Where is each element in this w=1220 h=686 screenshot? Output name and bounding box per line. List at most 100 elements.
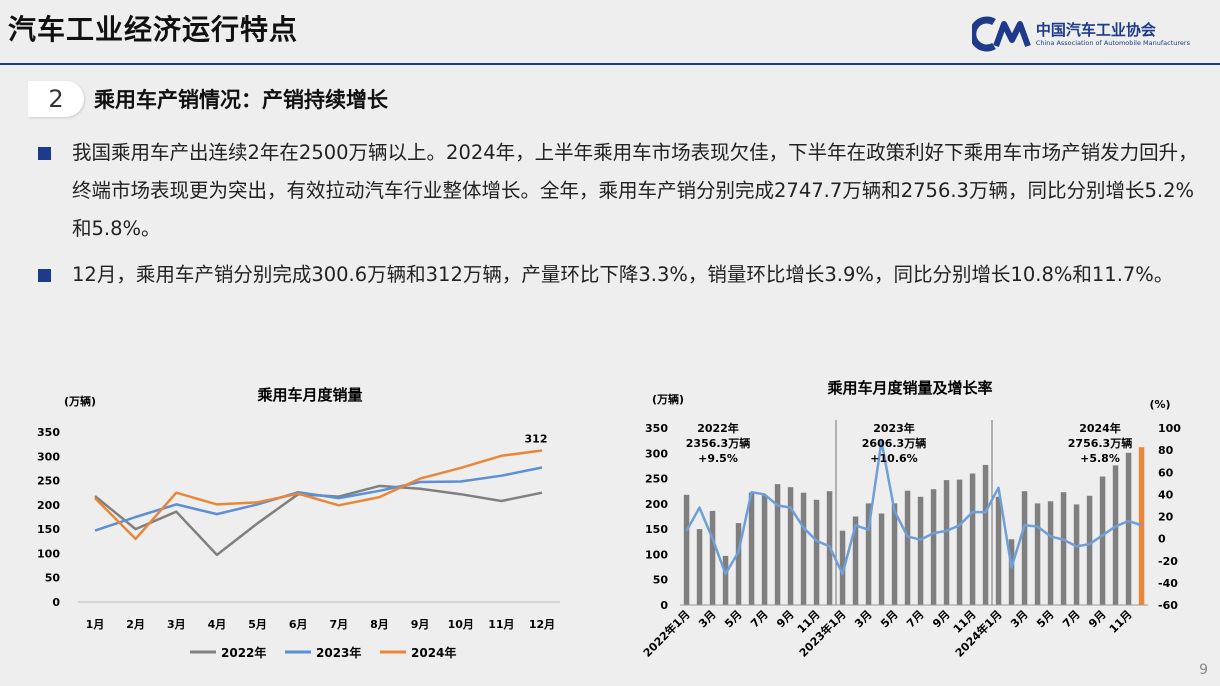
- chart2-sales-bar: [917, 496, 924, 605]
- header: 汽车工业经济运行特点 中国汽车工业协会 China Association of…: [0, 0, 1220, 66]
- chart2-xtick: 11月: [1107, 608, 1135, 636]
- paragraph-text: 我国乘用车产出连续2年在2500万辆以上。2024年，上半年乘用车市场表现欠佳，…: [72, 141, 1198, 240]
- chart1-xtick: 5月: [248, 618, 267, 631]
- chart1-ytick: 50: [45, 572, 61, 585]
- chart2-sales-bar: [1112, 465, 1119, 605]
- chart2-xtick: 9月: [774, 608, 796, 630]
- chart2-ylabel-left: (万辆): [652, 392, 684, 406]
- chart1-xtick: 4月: [208, 618, 227, 631]
- chart2-sales-bar: [787, 487, 794, 605]
- chart1-legend-label: 2022年: [221, 645, 266, 660]
- chart1-ytick: 100: [37, 547, 60, 560]
- chart2-ytick-right: 20: [1158, 511, 1174, 524]
- chart2-xtick: 7月: [1060, 608, 1082, 630]
- chart2-sales-bar: [1047, 501, 1054, 605]
- logo: 中国汽车工业协会 China Association of Automobile…: [971, 14, 1190, 54]
- chart2-sales-bar: [709, 510, 716, 605]
- chart2-annotation: 2356.3万辆: [686, 436, 750, 450]
- chart2-sales-bar: [865, 503, 872, 605]
- chart1-xtick: 12月: [529, 618, 555, 631]
- header-rule: [0, 63, 1220, 65]
- chart2-sales-bar: [1099, 476, 1106, 605]
- monthly-sales-growth-chart: 乘用车月度销量及增长率(万辆) (%)050100150200250300350-…: [640, 379, 1181, 660]
- chart2-title: 乘用车月度销量及增长率: [826, 379, 992, 397]
- chart1-xtick: 8月: [370, 618, 389, 631]
- logo-text-cn: 中国汽车工业协会: [1035, 20, 1156, 39]
- chart2-sales-bar: [969, 473, 976, 605]
- chart2-xtick: 3月: [852, 608, 874, 630]
- section-heading: 2 乘用车产销情况：产销持续增长: [28, 80, 388, 118]
- chart2-ylabel-right: (%): [1149, 398, 1170, 411]
- chart1-ylabel: (万辆): [64, 394, 96, 408]
- chart2-sales-bar: [1125, 452, 1132, 605]
- chart2-ytick-right: 80: [1158, 444, 1174, 457]
- chart2-sales-bar: [1021, 491, 1028, 605]
- chart2-ytick-right: -60: [1158, 599, 1178, 612]
- chart2-sales-bar: [800, 492, 807, 605]
- section-title: 乘用车产销情况：产销持续增长: [94, 88, 388, 112]
- chart1-xtick: 1月: [86, 618, 105, 631]
- section-number: 2: [28, 81, 84, 117]
- chart1-ytick: 300: [37, 450, 60, 463]
- chart1-xtick: 7月: [329, 618, 348, 631]
- chart2-xtick: 7月: [904, 608, 926, 630]
- chart2-sales-bar: [878, 513, 885, 605]
- chart2-sales-bar: [1034, 503, 1041, 605]
- chart2-ytick-left: 200: [645, 498, 668, 511]
- chart2-sales-bar: [956, 479, 963, 605]
- chart2-sales-bar: [930, 489, 937, 605]
- chart1-xtick: 9月: [411, 618, 430, 631]
- chart2-xtick: 7月: [748, 608, 770, 630]
- chart1-title: 乘用车月度销量: [256, 386, 362, 404]
- paragraph-2: 12月，乘用车产销分别完成300.6万辆和312万辆，产量环比下降3.3%，销量…: [38, 256, 1198, 294]
- chart1-xtick: 10月: [448, 618, 474, 631]
- chart2-annotation: 2024年: [1079, 421, 1121, 435]
- chart2-annotation: +9.5%: [698, 452, 738, 465]
- paragraph-1: 我国乘用车产出连续2年在2500万辆以上。2024年，上半年乘用车市场表现欠佳，…: [38, 134, 1198, 248]
- chart2-sales-bar: [1138, 447, 1145, 605]
- chart2-sales-bar: [1086, 495, 1093, 605]
- chart2-sales-bar: [852, 516, 859, 605]
- chart2-annotation: +10.6%: [870, 452, 917, 465]
- chart2-sales-bar: [1073, 504, 1080, 605]
- chart2-ytick-right: 0: [1158, 533, 1166, 546]
- chart2-ytick-left: 300: [645, 447, 668, 460]
- chart1-ytick: 350: [37, 426, 60, 439]
- chart1-xtick: 3月: [167, 618, 186, 631]
- chart2-xtick: 3月: [696, 608, 718, 630]
- chart1-xtick: 6月: [289, 618, 308, 631]
- chart2-ytick-left: 350: [645, 422, 668, 435]
- chart2-ytick-right: -20: [1158, 555, 1178, 568]
- chart2-annotation: 2756.3万辆: [1068, 436, 1132, 450]
- chart1-series-line-2: [94, 449, 543, 541]
- chart1-ytick: 150: [37, 523, 60, 536]
- bullet-square-icon: [38, 147, 51, 160]
- page-title: 汽车工业经济运行特点: [8, 13, 299, 46]
- bullet-square-icon: [38, 269, 51, 282]
- chart2-sales-bar: [1008, 539, 1015, 605]
- chart2-sales-bar: [943, 480, 950, 605]
- chart2-ytick-right: 60: [1158, 466, 1174, 479]
- chart1-ytick: 0: [52, 596, 60, 609]
- chart2-ytick-left: 100: [645, 548, 668, 561]
- chart2-ytick-right: 40: [1158, 488, 1174, 501]
- chart2-annotation: 2023年: [873, 421, 915, 435]
- chart1-ytick: 250: [37, 475, 60, 488]
- chart1-xtick: 2月: [126, 618, 145, 631]
- chart2-annotation: 2606.3万辆: [862, 436, 926, 450]
- chart2-sales-bar: [813, 499, 820, 605]
- chart2-xtick: 5月: [1034, 608, 1056, 630]
- chart2-ytick-left: 250: [645, 473, 668, 486]
- chart2-sales-bar: [1060, 492, 1067, 605]
- page-number: 9: [1199, 662, 1208, 678]
- chart2-sales-bar: [722, 555, 729, 605]
- chart2-ytick-right: -40: [1158, 577, 1178, 590]
- chart2-sales-bar: [891, 503, 898, 605]
- chart2-xtick: 2022年1月: [640, 607, 693, 660]
- chart2-sales-bar: [904, 490, 911, 605]
- chart2-sales-bar: [683, 494, 690, 605]
- chart2-ytick-left: 150: [645, 523, 668, 536]
- chart2-sales-bar: [696, 529, 703, 605]
- chart2-ytick-left: 0: [660, 599, 668, 612]
- logo-text-en: China Association of Automobile Manufact…: [1035, 38, 1190, 47]
